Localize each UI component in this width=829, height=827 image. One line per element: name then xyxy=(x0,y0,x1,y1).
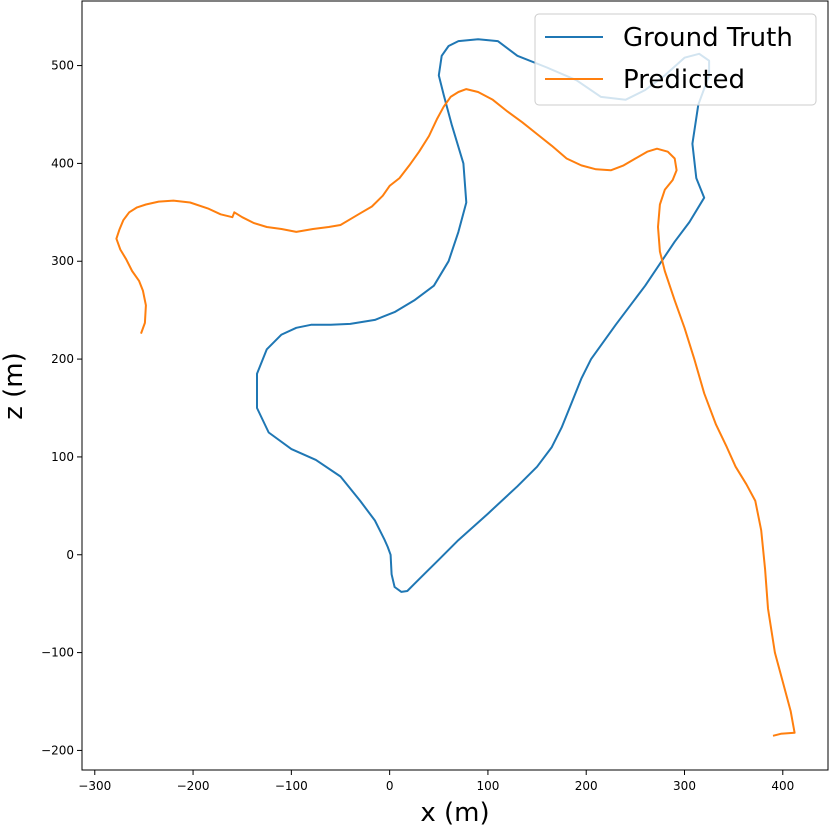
legend-box xyxy=(534,13,817,106)
x-tick-label: 300 xyxy=(673,779,696,793)
x-tick-label: −300 xyxy=(78,779,111,793)
y-tick-label: 200 xyxy=(51,352,74,366)
y-tick-label: 500 xyxy=(51,59,74,73)
y-tick-label: 400 xyxy=(51,156,74,170)
legend-label-predicted: Predicted xyxy=(623,65,745,95)
y-axis-label: z (m) xyxy=(0,352,29,420)
x-tick-label: 100 xyxy=(476,779,499,793)
x-tick-label: 200 xyxy=(575,779,598,793)
x-tick-label: −200 xyxy=(177,779,210,793)
legend: Ground Truth Predicted xyxy=(534,13,817,106)
y-tick-label: 100 xyxy=(51,450,74,464)
x-tick-label: 0 xyxy=(386,779,394,793)
y-tick-label: −100 xyxy=(41,646,74,660)
y-axis-ticks: −200 −100 0 100 200 300 400 500 xyxy=(41,59,82,757)
x-tick-label: −100 xyxy=(275,779,308,793)
plot-area-frame xyxy=(81,0,829,771)
series-lines xyxy=(115,38,796,737)
series-line-ground-truth xyxy=(256,38,711,593)
series-line-predicted xyxy=(115,88,796,737)
y-tick-label: 0 xyxy=(66,548,74,562)
legend-label-ground-truth: Ground Truth xyxy=(623,23,793,53)
x-tick-label: 400 xyxy=(771,779,794,793)
y-tick-label: 300 xyxy=(51,254,74,268)
x-axis-ticks: −300 −200 −100 0 100 200 300 400 xyxy=(78,770,794,793)
y-tick-label: −200 xyxy=(41,743,74,757)
x-axis-label: x (m) xyxy=(420,798,489,827)
